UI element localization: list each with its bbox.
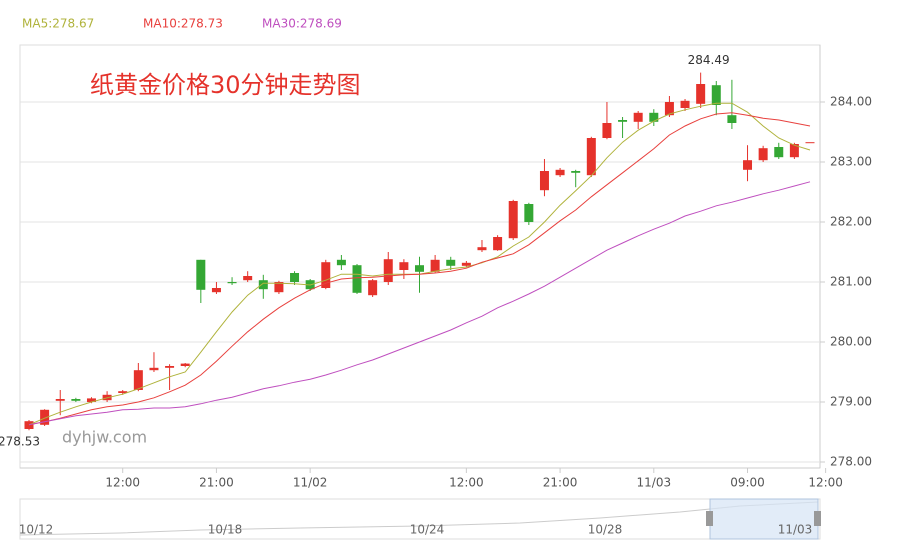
candle-body: [352, 265, 362, 293]
candle-body: [86, 398, 96, 402]
x-tick-label: 12:00: [808, 476, 843, 490]
chart-title: 纸黄金价格30分钟走势图: [90, 71, 361, 99]
ma-line: [28, 181, 811, 426]
candle-body: [539, 171, 549, 191]
candle-body: [290, 273, 300, 282]
navigator-label: 10/24: [410, 523, 445, 537]
plot-frame: [19, 44, 821, 469]
navigator-label: 10/28: [588, 523, 623, 537]
candle-body: [696, 84, 706, 104]
min-label: 278.53: [0, 435, 40, 449]
ma-line: [28, 112, 811, 426]
candle-body: [40, 409, 50, 425]
candle-body: [24, 421, 34, 429]
navigator-label: 11/03: [778, 523, 813, 537]
candle-body: [743, 160, 753, 170]
legend-entry: MA10:278.73: [143, 17, 223, 31]
y-tick-label: 280.00: [830, 335, 872, 349]
candle-body: [680, 100, 690, 108]
candle-body: [430, 259, 440, 272]
candle-body: [555, 169, 565, 176]
candle-body: [118, 391, 128, 393]
candle-body: [55, 399, 65, 401]
candle-body: [258, 280, 268, 290]
candle-body: [571, 171, 581, 173]
plot-area: 278.00 279.00 280.00 281.00 282.00 283.00 284.…: [0, 53, 872, 489]
y-tick-label: 282.00: [830, 215, 872, 229]
x-tick-label: 11/02: [293, 476, 328, 490]
candle-body: [477, 247, 487, 251]
candles: [24, 72, 815, 431]
candle-body: [399, 262, 409, 270]
candle-body: [196, 259, 206, 290]
navigator-label: 10/12: [19, 523, 54, 537]
candle-body: [180, 363, 190, 366]
legend-entry: MA30:278.69: [262, 17, 342, 31]
navigator-handle[interactable]: [706, 511, 713, 526]
candle-body: [446, 259, 456, 266]
candle-body: [133, 370, 143, 390]
candle-body: [227, 282, 237, 284]
candle-body: [618, 120, 628, 122]
y-tick-label: 278.00: [830, 455, 872, 469]
candle-body: [415, 265, 424, 272]
y-tick-label: 284.00: [830, 95, 872, 109]
candle-body: [602, 123, 612, 138]
x-tick-label: 21:00: [543, 476, 578, 490]
x-tick-label: 12:00: [449, 476, 484, 490]
candle-body: [321, 262, 331, 288]
y-tick-label: 279.00: [830, 395, 872, 409]
candle-body: [649, 112, 659, 122]
candle-body: [336, 259, 346, 266]
candle-body: [383, 259, 393, 282]
candle-body: [586, 138, 596, 176]
candle-body: [508, 201, 518, 239]
y-tick-label: 283.00: [830, 155, 872, 169]
x-tick-label: 11/03: [637, 476, 672, 490]
y-tick-label: 281.00: [830, 275, 872, 289]
candle-body: [805, 142, 815, 144]
x-tick-label: 12:00: [105, 476, 140, 490]
candle-body: [165, 366, 175, 368]
candle-body: [149, 367, 159, 371]
candle-body: [633, 112, 643, 122]
watermark: dyhjw.com: [62, 428, 147, 447]
candle-body: [211, 288, 221, 293]
legend-entry: MA5:278.67: [22, 17, 94, 31]
max-label: 284.49: [688, 53, 730, 67]
candle-body: [664, 102, 674, 116]
candle-body: [71, 399, 81, 401]
candle-body: [461, 262, 471, 266]
candle-body: [774, 147, 784, 158]
candle-body: [727, 115, 737, 123]
x-tick-label: 09:00: [730, 476, 765, 490]
candle-body: [758, 148, 768, 161]
candle-body: [789, 144, 799, 158]
navigator-label: 10/18: [208, 523, 243, 537]
candle-body: [274, 282, 284, 293]
navigator: 10/12 10/18 10/24 10/28 11/03: [19, 498, 821, 540]
navigator-selection[interactable]: [709, 498, 819, 540]
candle-body: [243, 276, 253, 281]
candle-body: [524, 204, 534, 222]
candle-body: [368, 280, 378, 296]
navigator-handle[interactable]: [814, 511, 821, 526]
candle-body: [711, 85, 721, 105]
navigator-frame: [19, 498, 821, 540]
x-tick-label: 21:00: [199, 476, 234, 490]
candle-body: [493, 237, 503, 251]
